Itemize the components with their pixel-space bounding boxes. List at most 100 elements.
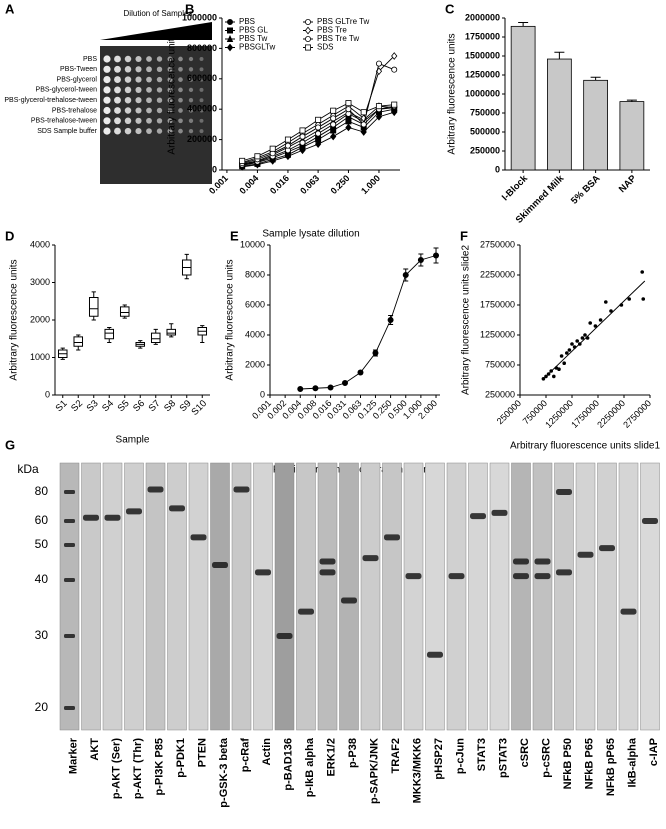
point: [391, 108, 398, 117]
point: [572, 345, 577, 349]
band: [83, 514, 99, 521]
dot: [103, 65, 111, 73]
whisker: [200, 325, 205, 343]
dot: [188, 128, 194, 134]
point: [269, 145, 276, 152]
box: [150, 332, 161, 343]
point: [544, 374, 548, 379]
point: [357, 369, 364, 376]
dot: [146, 117, 152, 124]
x-axis-label: Sample: [116, 435, 150, 446]
lane: [253, 462, 273, 731]
dot: [156, 97, 163, 103]
dot: [146, 87, 152, 93]
y-tick-label: 0: [212, 164, 217, 174]
lane: [618, 462, 639, 731]
ladder-band: [64, 543, 75, 547]
dot: [135, 86, 142, 93]
dot: [199, 108, 204, 113]
dot: [178, 118, 183, 124]
dot: [199, 129, 204, 134]
point: [562, 361, 566, 366]
point: [327, 384, 334, 391]
lane: [102, 462, 123, 731]
y-tick-label: 250000: [485, 389, 515, 399]
band: [534, 558, 551, 565]
point: [330, 107, 337, 114]
lane-label: AKT: [89, 738, 101, 761]
dot: [167, 56, 173, 62]
point: [315, 124, 322, 131]
dot: [124, 55, 132, 63]
ladder-label: 80: [35, 484, 49, 498]
dot: [167, 107, 173, 114]
whisker: [76, 334, 81, 351]
band: [104, 514, 121, 521]
dot: [188, 98, 194, 103]
series-line: [300, 255, 437, 390]
error-bar: [590, 76, 601, 81]
point: [565, 351, 569, 355]
y-tick-label: 2250000: [480, 269, 515, 279]
x-axis-label: Arbitrary fluorescence units slide1: [510, 441, 661, 452]
lane: [575, 462, 596, 731]
band: [319, 569, 336, 576]
point: [345, 123, 352, 132]
point: [299, 146, 306, 155]
dot: [124, 86, 132, 94]
point: [254, 153, 261, 160]
dot: [135, 117, 142, 124]
band: [169, 505, 185, 512]
lane-label: p-GSK-3 beta: [218, 737, 230, 808]
dot: [199, 98, 204, 103]
dot: [188, 67, 194, 72]
dot: [114, 65, 121, 73]
band: [276, 633, 293, 639]
y-tick-label: 750000: [470, 107, 500, 117]
y-tick-label: 2750000: [480, 239, 515, 249]
whisker: [169, 323, 174, 338]
panel-label: E: [230, 228, 239, 243]
lane-label: p-cJun: [454, 738, 466, 774]
y-tick-label: 4000: [30, 239, 50, 249]
band: [233, 486, 250, 493]
dot: [146, 107, 152, 114]
lane: [597, 462, 617, 731]
y-tick-label: 250000: [470, 145, 500, 155]
band: [556, 489, 572, 495]
dot: [124, 76, 132, 83]
box: [88, 297, 99, 317]
y-tick-label: 1000000: [465, 88, 500, 98]
lane-label: p-IkB alpha: [304, 737, 316, 797]
point: [284, 136, 291, 143]
y-tick-label: 400000: [187, 104, 217, 114]
dot: [135, 55, 142, 63]
point: [360, 121, 367, 128]
dot: [188, 56, 194, 62]
legend-label: PBS GLTre Tw: [317, 17, 370, 26]
point: [299, 139, 306, 146]
point: [330, 121, 337, 128]
legend-marker: [304, 18, 311, 25]
lane-label: p-BAD136: [282, 738, 294, 791]
point: [330, 132, 337, 141]
dot: [135, 97, 142, 104]
y-tick-label: 2000: [30, 314, 50, 324]
band: [255, 569, 271, 576]
error-bar: [626, 99, 637, 102]
point: [299, 133, 306, 140]
point: [375, 60, 382, 67]
dot: [124, 127, 132, 135]
lane-label: c-IAP: [648, 738, 660, 766]
dot: [146, 56, 152, 62]
lane: [188, 462, 209, 731]
lane: [231, 462, 252, 731]
point: [609, 309, 613, 313]
ladder-band: [64, 706, 75, 710]
band: [577, 551, 594, 558]
panel-label: B: [185, 1, 194, 16]
lane-label: MKK3/MKK6: [411, 738, 423, 803]
bar: [619, 101, 645, 171]
band: [556, 569, 572, 576]
dot: [178, 56, 183, 62]
